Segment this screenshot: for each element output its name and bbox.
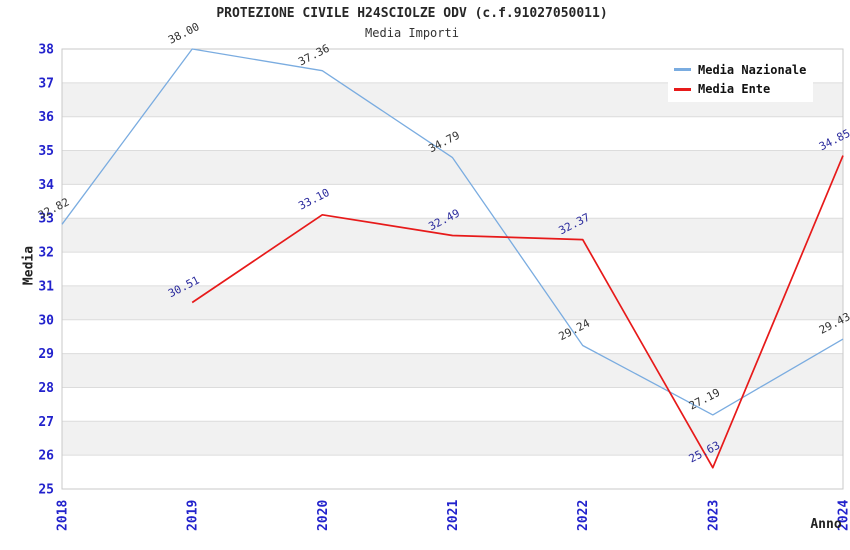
y-tick-label: 25 <box>38 483 54 498</box>
y-tick-label: 26 <box>38 449 54 464</box>
y-tick-label: 37 <box>38 76 54 91</box>
y-tick-label: 27 <box>38 415 54 430</box>
legend-item-media-nazionale: Media Nazionale <box>674 63 813 77</box>
data-label: 34.85 <box>817 127 850 154</box>
page-title: PROTEZIONE CIVILE H24SCIOLZE ODV (c.f.91… <box>216 6 608 21</box>
legend-swatch-ente-icon <box>674 87 691 91</box>
y-tick-label: 34 <box>38 178 54 193</box>
x-tick-label: 2020 <box>316 500 331 531</box>
y-tick-label: 36 <box>38 110 54 125</box>
data-label: 27.19 <box>687 386 722 413</box>
chart-subtitle: Media Importi <box>365 26 459 40</box>
y-tick-label: 33 <box>38 212 54 227</box>
x-tick-label: 2022 <box>576 500 591 531</box>
band-stripe <box>62 150 843 185</box>
band-stripe <box>62 421 843 456</box>
y-tick-label: 28 <box>38 381 54 396</box>
data-label: 37.36 <box>296 42 331 69</box>
x-tick-label: 2021 <box>446 500 461 531</box>
x-tick-label: 2019 <box>186 500 201 531</box>
series-line-media-nazionale <box>61 48 844 416</box>
x-tick-label: 2023 <box>706 500 721 531</box>
x-axis-title: Anno <box>810 517 842 532</box>
legend-label: Media Ente <box>698 82 771 97</box>
legend-label: Media Nazionale <box>698 62 807 77</box>
band-stripe <box>62 353 843 388</box>
y-tick-label: 29 <box>38 347 54 362</box>
y-tick-label: 32 <box>38 246 54 261</box>
plot-border <box>61 48 844 490</box>
data-label: 38.00 <box>166 20 201 47</box>
y-tick-label: 31 <box>38 279 54 294</box>
y-tick-label: 30 <box>38 313 54 328</box>
data-label: 33.10 <box>296 186 331 213</box>
legend: Media Nazionale Media Ente <box>668 57 813 102</box>
x-tick-label: 2018 <box>56 500 71 531</box>
y-tick-label: 38 <box>38 43 54 58</box>
legend-swatch-nazionale-icon <box>674 68 691 72</box>
y-axis-title: Media <box>21 245 37 286</box>
series-line-media-ente <box>191 155 844 469</box>
legend-item-media-ente: Media Ente <box>674 82 813 96</box>
data-label: 29.24 <box>557 316 593 343</box>
band-stripe <box>62 285 843 320</box>
y-tick-label: 35 <box>38 144 54 159</box>
x-tick-label: 2024 <box>837 500 850 531</box>
